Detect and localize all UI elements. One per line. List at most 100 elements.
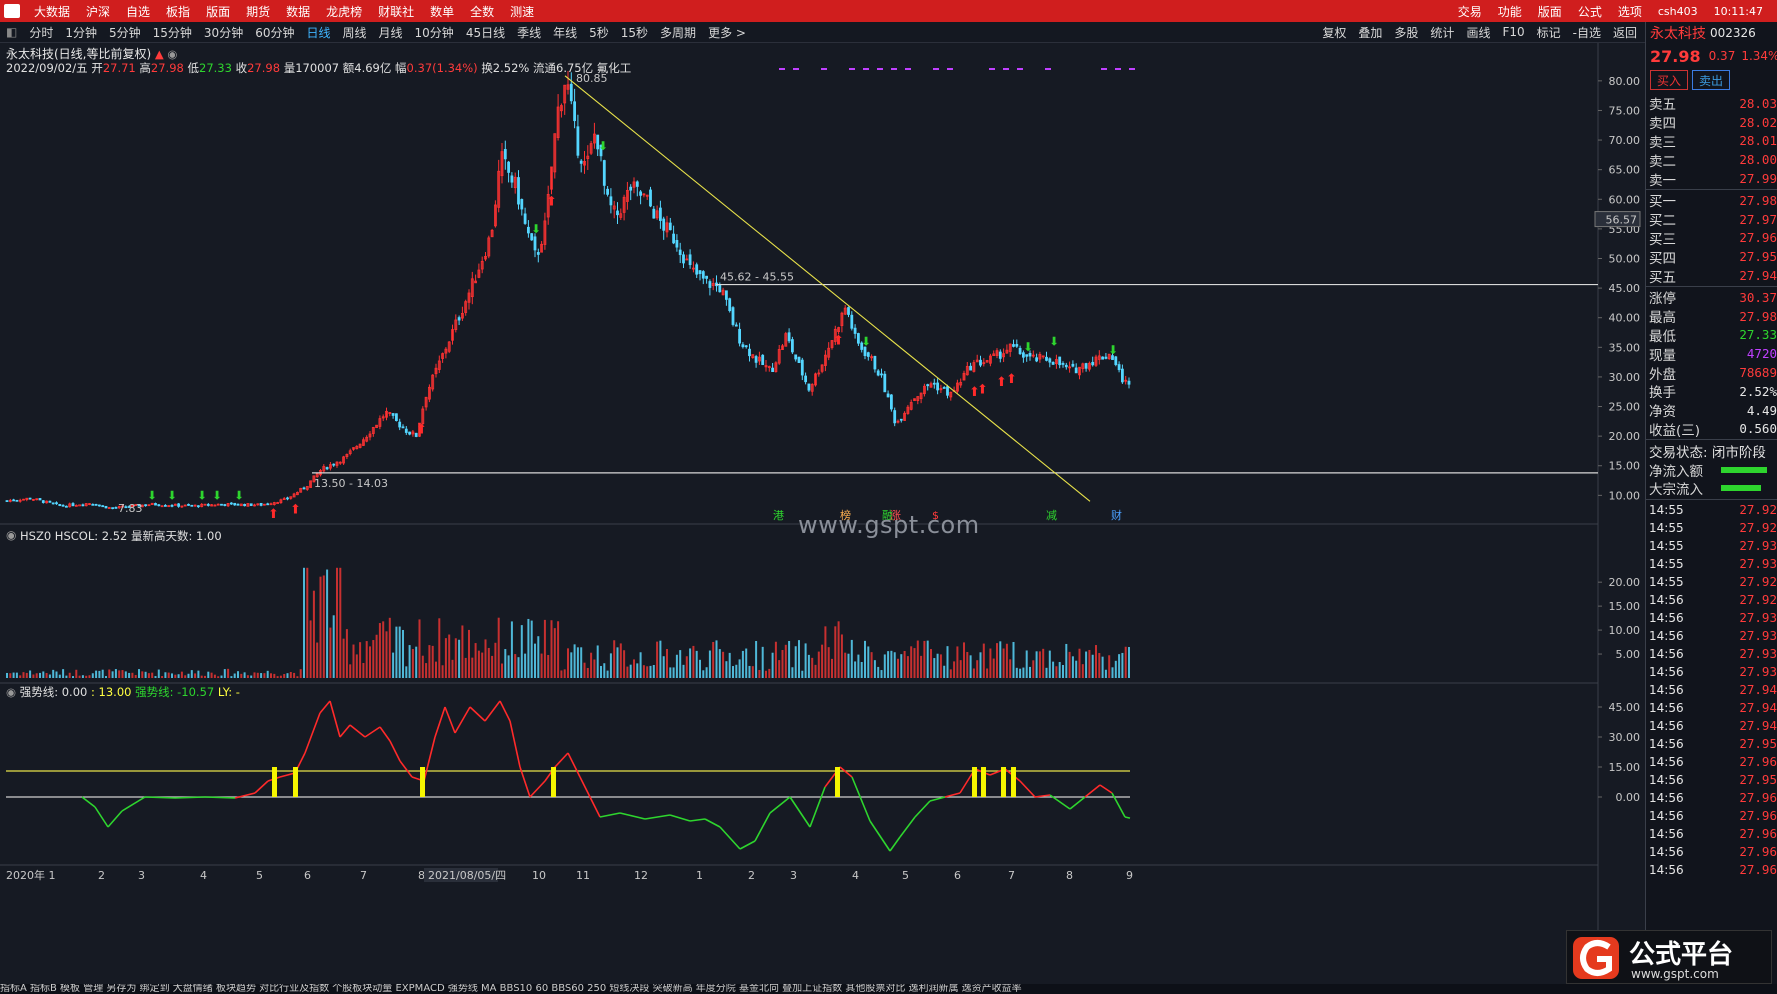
volume-bar — [1012, 641, 1015, 678]
candle-body — [348, 450, 352, 455]
period-tab[interactable]: 周线 — [342, 25, 367, 40]
toolbar-right-item[interactable]: F10 — [1502, 25, 1525, 39]
candle-body — [741, 344, 745, 348]
menu-item-right[interactable]: 版面 — [1537, 4, 1562, 19]
menu-item[interactable]: 龙虎榜 — [326, 4, 363, 19]
candle-body — [65, 505, 68, 508]
big-inflow-label: 大宗流入 — [1649, 482, 1703, 499]
candle-body — [1055, 359, 1058, 365]
candle-body — [474, 280, 478, 284]
menu-item[interactable]: 数据 — [286, 4, 311, 19]
price-tick-label: 20.00 — [1609, 430, 1641, 443]
volume-bar — [916, 640, 919, 678]
volume-bar — [920, 655, 923, 678]
candle-body — [180, 505, 184, 508]
candle-body — [629, 186, 633, 191]
x-axis-label: 12 — [634, 869, 648, 882]
volume-bar — [784, 644, 787, 678]
volume-bar — [992, 658, 995, 678]
indicator-segment — [669, 814, 691, 822]
menu-item[interactable]: 测速 — [510, 4, 535, 19]
candle-body — [322, 466, 326, 472]
period-tab[interactable]: 60分钟 — [255, 25, 295, 40]
menu-item[interactable]: 版面 — [206, 4, 231, 19]
volume-bar — [705, 667, 708, 678]
menu-item-right[interactable]: 公式 — [1577, 4, 1602, 19]
more-tab[interactable]: 更多 > — [708, 25, 746, 40]
period-tab[interactable]: 分时 — [29, 25, 54, 40]
period-tab[interactable]: 15秒 — [620, 25, 649, 40]
volume-bar — [25, 672, 28, 678]
menu-item-right[interactable]: 功能 — [1497, 4, 1522, 19]
volume-bar — [448, 634, 451, 678]
period-tab[interactable]: 多周期 — [660, 25, 697, 40]
period-tab[interactable]: 45日线 — [465, 25, 506, 40]
sell-button[interactable]: 卖出 — [1692, 70, 1731, 90]
indicator-tabs-text[interactable]: 指标A 指标B 模板 管理 另存为 绑定到 大盘情绪 板块趋势 对比行业及指数 … — [0, 984, 1022, 994]
period-tab[interactable]: 5分钟 — [109, 25, 141, 40]
menu-item[interactable]: 大数据 — [34, 4, 71, 19]
volume-bar — [580, 647, 583, 678]
stock-name: 永太科技 — [1650, 26, 1706, 42]
toolbar-right-item[interactable]: 画线 — [1466, 25, 1491, 40]
indicator-segment — [929, 796, 946, 802]
menu-item[interactable]: 全数 — [470, 4, 495, 19]
toolbar-right-item[interactable]: -自选 — [1572, 25, 1601, 40]
top-marker — [989, 68, 995, 70]
volume-bar — [751, 666, 754, 678]
buy-arrow-icon: ⬆ — [833, 334, 844, 349]
tick-row: 14:55 27.93 — [1646, 555, 1777, 573]
volume-settings-icon[interactable]: ◉ — [6, 528, 17, 542]
period-tab[interactable]: 5秒 — [589, 25, 609, 40]
toolbar-right-item[interactable]: 多股 — [1394, 25, 1419, 40]
menu-item-right[interactable]: 选项 — [1617, 4, 1642, 19]
volume-bar — [1124, 646, 1127, 678]
volume-bar — [817, 651, 820, 678]
menu-item[interactable]: 数单 — [430, 4, 455, 19]
indicator-segment — [434, 706, 446, 738]
toolbar-right-item[interactable]: 叠加 — [1358, 25, 1383, 40]
volume-bar — [12, 672, 15, 678]
volume-panel-header: HSZ0 HSCOL: 2.52 量新高天数: 1.00 — [20, 528, 222, 544]
volume-bar — [213, 674, 216, 678]
toolbar-right-item[interactable]: 复权 — [1322, 25, 1347, 40]
period-tab[interactable]: 15分钟 — [152, 25, 192, 40]
candle-body — [1048, 358, 1052, 363]
indicator-tabs-bar[interactable]: 指标A 指标B 模板 管理 另存为 绑定到 大盘情绪 板块趋势 对比行业及指数 … — [0, 984, 1777, 994]
settings-circle-icon[interactable]: ◉ — [167, 47, 178, 61]
crosshair-price-box — [1594, 211, 1641, 228]
period-tab[interactable]: 月线 — [378, 25, 403, 40]
period-tab-active[interactable]: 日线 — [306, 25, 331, 40]
period-tab[interactable]: 季线 — [517, 25, 542, 40]
candle-body — [253, 504, 256, 507]
period-tab[interactable]: 10分钟 — [414, 25, 454, 40]
candle-body — [840, 312, 844, 327]
buy-button[interactable]: 买入 — [1650, 70, 1689, 90]
menu-item[interactable]: 沪深 — [86, 4, 111, 19]
app-icon[interactable] — [4, 4, 20, 18]
level-label: 45.62 - 45.55 — [720, 271, 794, 284]
toolbar-right-item[interactable]: 标记 — [1536, 25, 1561, 40]
candle-body — [705, 275, 708, 279]
chart-area[interactable]: 80.85 7.83 45.62 - 45.55 13.50 - 14.03 ⬆ ⬆ ⬆ ⬆ ⬆… — [0, 43, 1645, 984]
candle-body — [51, 502, 55, 505]
menu-item[interactable]: 期货 — [246, 4, 271, 19]
volume-bar — [939, 654, 942, 678]
toolbar-right-item[interactable]: 返回 — [1612, 25, 1637, 40]
candle-body — [870, 356, 873, 359]
period-tab[interactable]: 年线 — [553, 25, 578, 40]
menu-item[interactable]: 自选 — [126, 4, 151, 19]
menu-item-right[interactable]: 交易 — [1457, 4, 1482, 19]
volume-bar — [834, 626, 837, 678]
indicator-settings-icon[interactable]: ◉ — [6, 685, 17, 699]
volume-bar — [563, 669, 566, 678]
period-tab[interactable]: 30分钟 — [203, 25, 244, 40]
ask-row-label: 卖三 — [1649, 135, 1676, 151]
menu-item[interactable]: 板指 — [166, 4, 191, 19]
toolbar-toggle-icon[interactable]: ◧ — [6, 25, 18, 39]
toolbar-right-item[interactable]: 统计 — [1430, 25, 1455, 40]
menu-item[interactable]: 财联社 — [378, 4, 415, 19]
candle-body — [447, 341, 451, 352]
period-tab[interactable]: 1分钟 — [65, 25, 97, 40]
